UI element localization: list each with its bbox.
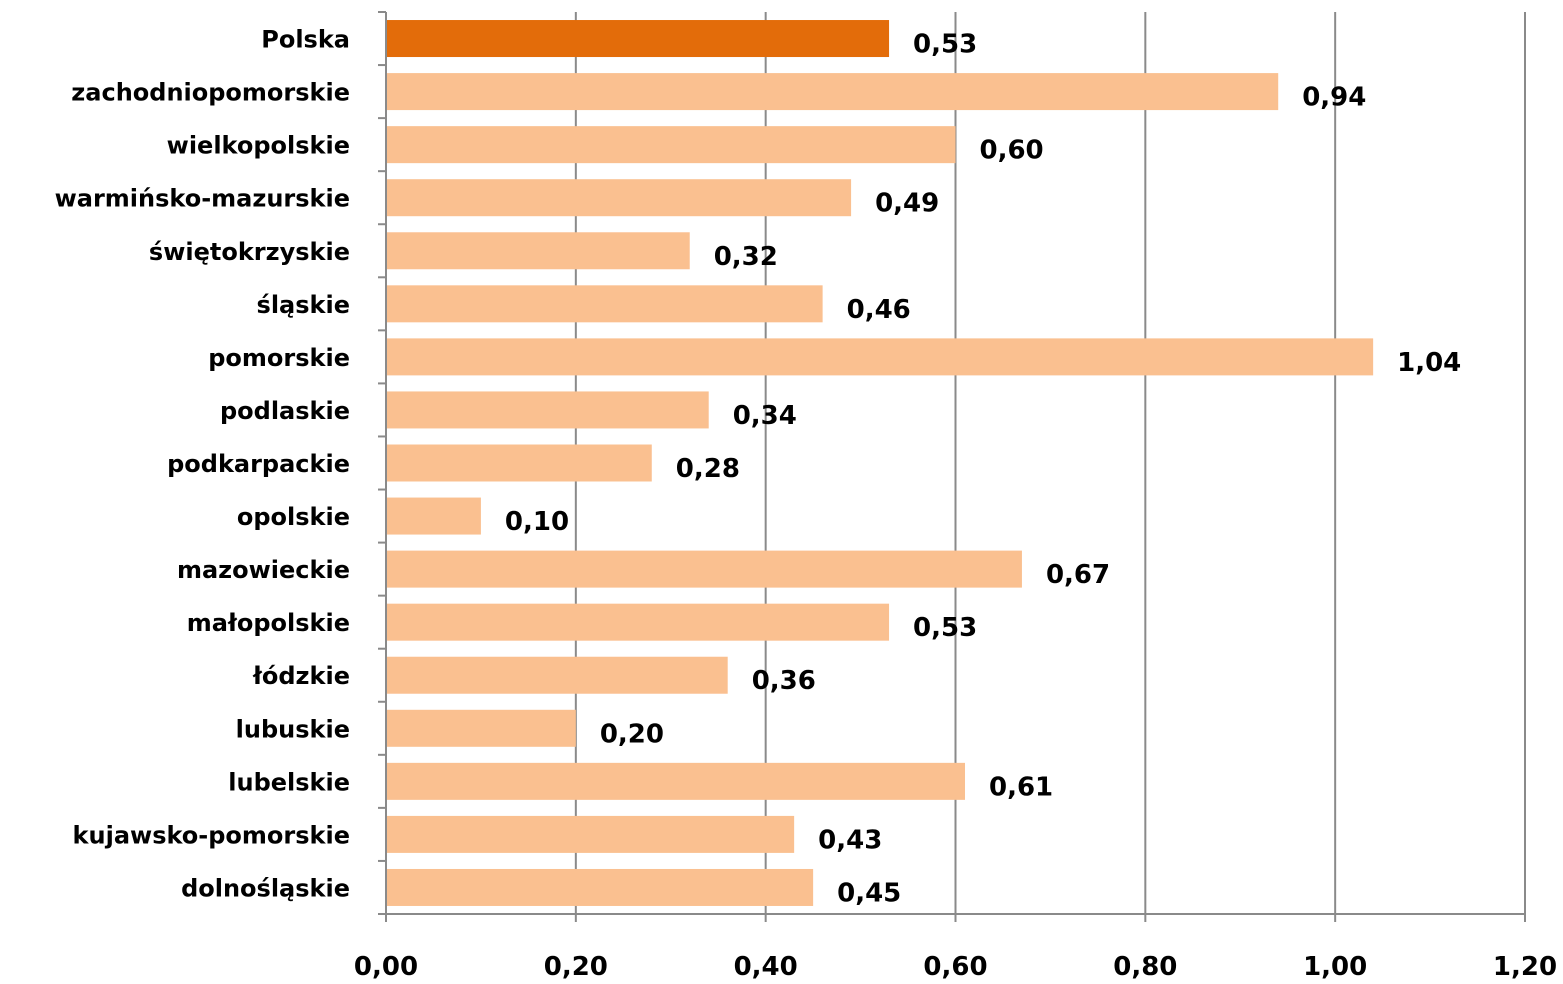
bar-12 — [387, 656, 728, 694]
bar-16 — [387, 868, 814, 906]
data-label: 0,60 — [980, 136, 1044, 166]
bar-3 — [387, 179, 852, 217]
x-tick-label: 0,60 — [923, 952, 987, 982]
x-tick-label: 0,80 — [1113, 952, 1177, 982]
category-label: świętokrzyskie — [149, 238, 350, 266]
data-label: 0,43 — [818, 825, 882, 855]
labels: 0,00 0,20 0,40 0,60 0,80 1,00 1,20 Polska 0,53 za… — [55, 26, 1558, 982]
data-label: 0,46 — [847, 295, 911, 325]
axes — [378, 11, 1526, 922]
x-tick-label: 1,00 — [1303, 952, 1367, 982]
data-label: 0,49 — [875, 189, 939, 219]
bar-2 — [387, 126, 956, 164]
category-label: wielkopolskie — [167, 132, 350, 160]
category-label: warmińsko-mazurskie — [55, 185, 350, 213]
category-label: opolskie — [237, 503, 350, 531]
data-label: 0,53 — [913, 613, 977, 643]
bar-5 — [387, 285, 823, 323]
data-label: 0,20 — [600, 719, 664, 749]
x-tick-label: 0,40 — [734, 952, 798, 982]
category-label: podlaskie — [220, 397, 350, 425]
x-tick-label: 0,20 — [544, 952, 608, 982]
data-label: 0,34 — [733, 401, 797, 431]
data-label: 0,45 — [837, 878, 901, 908]
data-label: 0,53 — [913, 30, 977, 60]
category-label: pomorskie — [208, 344, 350, 372]
bar-1 — [387, 73, 1279, 111]
category-label: dolnośląskie — [181, 874, 350, 902]
data-label: 0,10 — [505, 507, 569, 537]
bar-14 — [387, 762, 965, 800]
bars — [387, 20, 1374, 906]
data-label: 0,61 — [989, 772, 1053, 802]
category-label: podkarpackie — [167, 450, 350, 478]
bar-9 — [387, 497, 481, 535]
category-label: Polska — [261, 26, 350, 54]
bar-0 — [387, 20, 890, 58]
category-label: kujawsko-pomorskie — [73, 821, 350, 849]
x-tick-label: 0,00 — [354, 952, 418, 982]
data-label: 0,94 — [1302, 83, 1366, 113]
category-label: małopolskie — [187, 609, 350, 637]
bar-6 — [387, 338, 1374, 376]
bar-7 — [387, 391, 709, 429]
category-label: lubuskie — [236, 715, 350, 743]
category-label: lubelskie — [228, 768, 350, 796]
bar-8 — [387, 444, 652, 482]
bar-11 — [387, 603, 890, 641]
data-label: 0,67 — [1046, 560, 1110, 590]
bar-13 — [387, 709, 576, 747]
bar-4 — [387, 232, 690, 270]
data-label: 0,28 — [676, 454, 740, 484]
category-label: łódzkie — [252, 662, 350, 690]
data-label: 0,36 — [752, 666, 816, 696]
data-label: 1,04 — [1397, 348, 1461, 378]
category-label: zachodniopomorskie — [71, 79, 350, 107]
bar-10 — [387, 550, 1022, 588]
category-label: mazowieckie — [177, 556, 350, 584]
x-tick-label: 1,20 — [1493, 952, 1557, 982]
bar-15 — [387, 815, 795, 853]
data-label: 0,32 — [714, 242, 778, 272]
category-label: śląskie — [257, 291, 350, 319]
